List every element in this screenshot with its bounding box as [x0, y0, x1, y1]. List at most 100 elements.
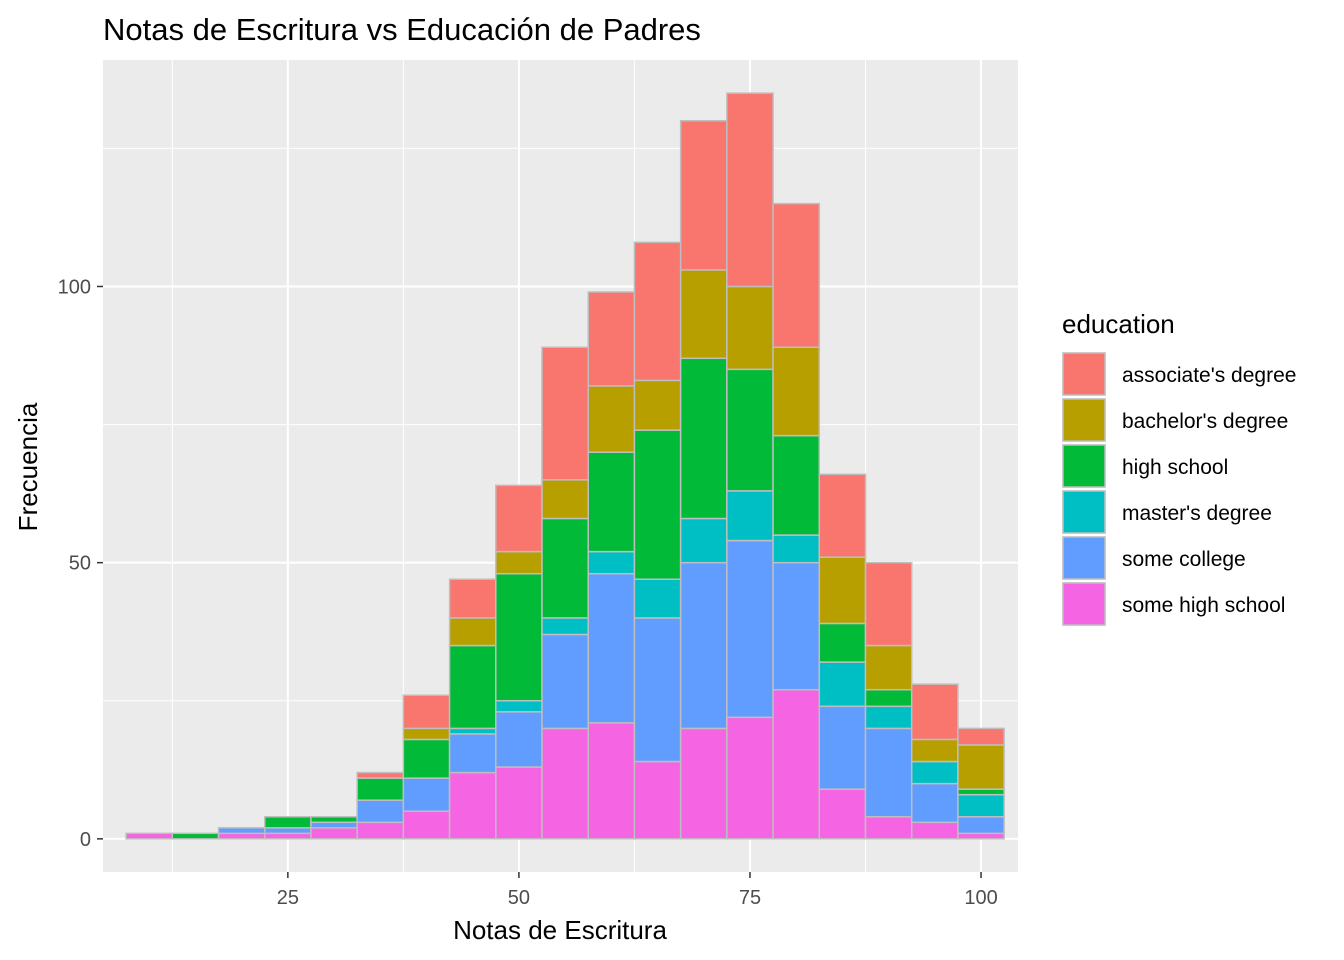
bar-segment — [772, 688, 821, 840]
y-tick-label: 50 — [69, 553, 91, 575]
y-tick-label: 0 — [80, 829, 91, 851]
bar-segment — [217, 832, 266, 840]
bar-segment — [633, 578, 682, 619]
chart-title: Notas de Escritura vs Educación de Padre… — [103, 12, 701, 47]
bar-segment — [957, 744, 1005, 790]
bar-segment — [495, 766, 543, 840]
x-tick-label: 50 — [508, 887, 530, 909]
bar-segment — [587, 291, 636, 387]
bar-segment — [541, 479, 589, 520]
bar-segment — [864, 727, 913, 818]
legend-label: some high school — [1122, 594, 1285, 617]
bar-segment — [679, 120, 728, 271]
legend-swatch — [1062, 352, 1106, 396]
legend-swatch — [1062, 398, 1106, 442]
bar-segment — [633, 241, 682, 382]
bar-segment — [171, 832, 220, 840]
bar-segment — [587, 385, 636, 453]
bar-segment — [125, 832, 174, 840]
bar-segment — [263, 816, 312, 829]
bar-segment — [679, 561, 728, 730]
legend-label: master's degree — [1122, 502, 1272, 525]
legend-label: some college — [1122, 548, 1246, 571]
legend-swatch — [1062, 536, 1106, 580]
bar-segment — [818, 705, 867, 790]
bar-segment — [818, 556, 867, 625]
bar-segment — [356, 771, 405, 779]
bar-segment — [957, 793, 1005, 818]
bar-segment — [356, 821, 405, 840]
bar-segment — [772, 561, 821, 691]
bar-segment — [217, 827, 266, 835]
bar-segment — [448, 644, 497, 730]
bar-segment — [633, 379, 682, 431]
bar-segment — [448, 727, 497, 735]
legend-item: some college — [1062, 536, 1246, 580]
bar-segment — [402, 694, 451, 730]
bar-segment — [772, 434, 821, 536]
legend-item: master's degree — [1062, 490, 1272, 534]
bar-segment — [864, 688, 913, 708]
bar-segment — [356, 799, 405, 824]
bar-segment — [633, 429, 682, 580]
bar-segment — [818, 622, 867, 663]
bar-segment — [910, 760, 959, 785]
bar-segment — [356, 777, 405, 801]
bar-segment — [910, 683, 959, 741]
bar-segment — [726, 368, 774, 492]
x-tick-label: 75 — [739, 887, 761, 909]
bar-segment — [495, 550, 543, 575]
bar-segment — [495, 711, 543, 768]
bar-segment — [957, 816, 1005, 835]
legend-item: associate's degree — [1062, 352, 1296, 396]
bar-segment — [864, 644, 913, 691]
bar-segment — [263, 827, 312, 835]
bar-segment — [864, 816, 913, 840]
y-axis-title: Frecuencia — [13, 402, 43, 531]
bar-segment — [448, 578, 497, 619]
bar-segment — [910, 738, 959, 763]
bar-segment — [957, 727, 1005, 746]
bar-segment — [541, 633, 589, 730]
legend-item: some high school — [1062, 582, 1285, 626]
bar-segment — [448, 771, 497, 840]
legend-label: high school — [1122, 456, 1228, 479]
bar-segment — [726, 716, 774, 840]
x-tick-label: 100 — [964, 887, 997, 909]
bar-segment — [541, 617, 589, 636]
legend-label: bachelor's degree — [1122, 410, 1288, 433]
y-axis-ticks: 0 50 100 — [58, 276, 103, 851]
bar-segment — [679, 269, 728, 360]
bar-segment — [495, 572, 543, 702]
bar-segment — [818, 661, 867, 708]
bar-segment — [633, 760, 682, 840]
x-axis-ticks: 25 50 75 100 — [277, 872, 998, 909]
bar-segment — [448, 617, 497, 647]
bar-segment — [633, 617, 682, 763]
bar-segment — [402, 727, 451, 741]
bar-segment — [310, 816, 358, 824]
bar-segment — [818, 473, 867, 558]
legend-item: high school — [1062, 444, 1228, 488]
y-tick-label: 100 — [58, 276, 91, 298]
bar-segment — [587, 572, 636, 724]
legend-swatch — [1062, 490, 1106, 534]
bar-segment — [726, 490, 774, 542]
bar-segment — [541, 517, 589, 619]
bar-segment — [402, 777, 451, 812]
bar-segment — [910, 782, 959, 824]
bar-segment — [726, 539, 774, 719]
bar-segment — [818, 788, 867, 840]
bar-segment — [263, 832, 312, 840]
bar-segment — [679, 517, 728, 564]
bar-segment — [957, 832, 1005, 840]
bar-segment — [864, 705, 913, 730]
legend-swatch — [1062, 582, 1106, 626]
legend-swatch — [1062, 444, 1106, 488]
bar-segment — [679, 357, 728, 520]
x-axis-title: Notas de Escritura — [453, 915, 667, 945]
bar-segment — [495, 484, 543, 553]
bar-segment — [726, 92, 774, 288]
bar-segment — [402, 738, 451, 779]
